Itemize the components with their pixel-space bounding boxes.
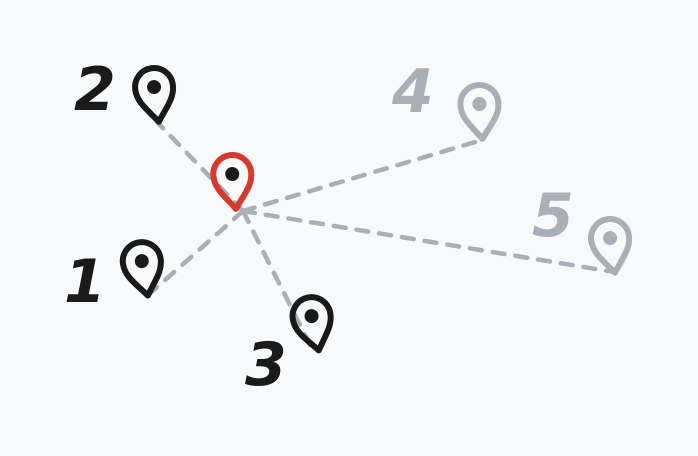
connectors: [143, 119, 617, 356]
pin-label-1: 1: [64, 247, 106, 317]
map-pin-icon: [457, 82, 502, 142]
pin-dot: [472, 97, 487, 112]
center-pin[interactable]: [210, 152, 255, 212]
pin-label-5: 5: [532, 181, 574, 251]
pin-3[interactable]: [289, 294, 337, 355]
map-pin-icon: [119, 239, 164, 299]
connector-5: [240, 208, 617, 275]
map-pin-icon: [588, 216, 633, 276]
map-pin-icon: [210, 152, 255, 212]
pin-dot: [603, 231, 618, 246]
connector-3: [240, 208, 317, 356]
pin-label-3: 3: [245, 330, 287, 400]
pin-dot: [225, 167, 240, 182]
pin-1[interactable]: [119, 239, 167, 299]
pin-label-2: 2: [74, 55, 116, 125]
pin-2[interactable]: [132, 65, 178, 125]
map-pin-icon: [132, 65, 177, 125]
pin-4[interactable]: [457, 82, 502, 142]
pin-label-4: 4: [391, 57, 434, 127]
connector-4: [240, 137, 485, 214]
pin-dot: [134, 254, 149, 269]
connector-1: [143, 208, 246, 300]
pin-5[interactable]: [588, 216, 634, 276]
connector-2: [154, 119, 246, 214]
pin-dot: [304, 309, 319, 324]
pin-dot: [147, 80, 162, 95]
map-pin-icon: [289, 294, 334, 354]
